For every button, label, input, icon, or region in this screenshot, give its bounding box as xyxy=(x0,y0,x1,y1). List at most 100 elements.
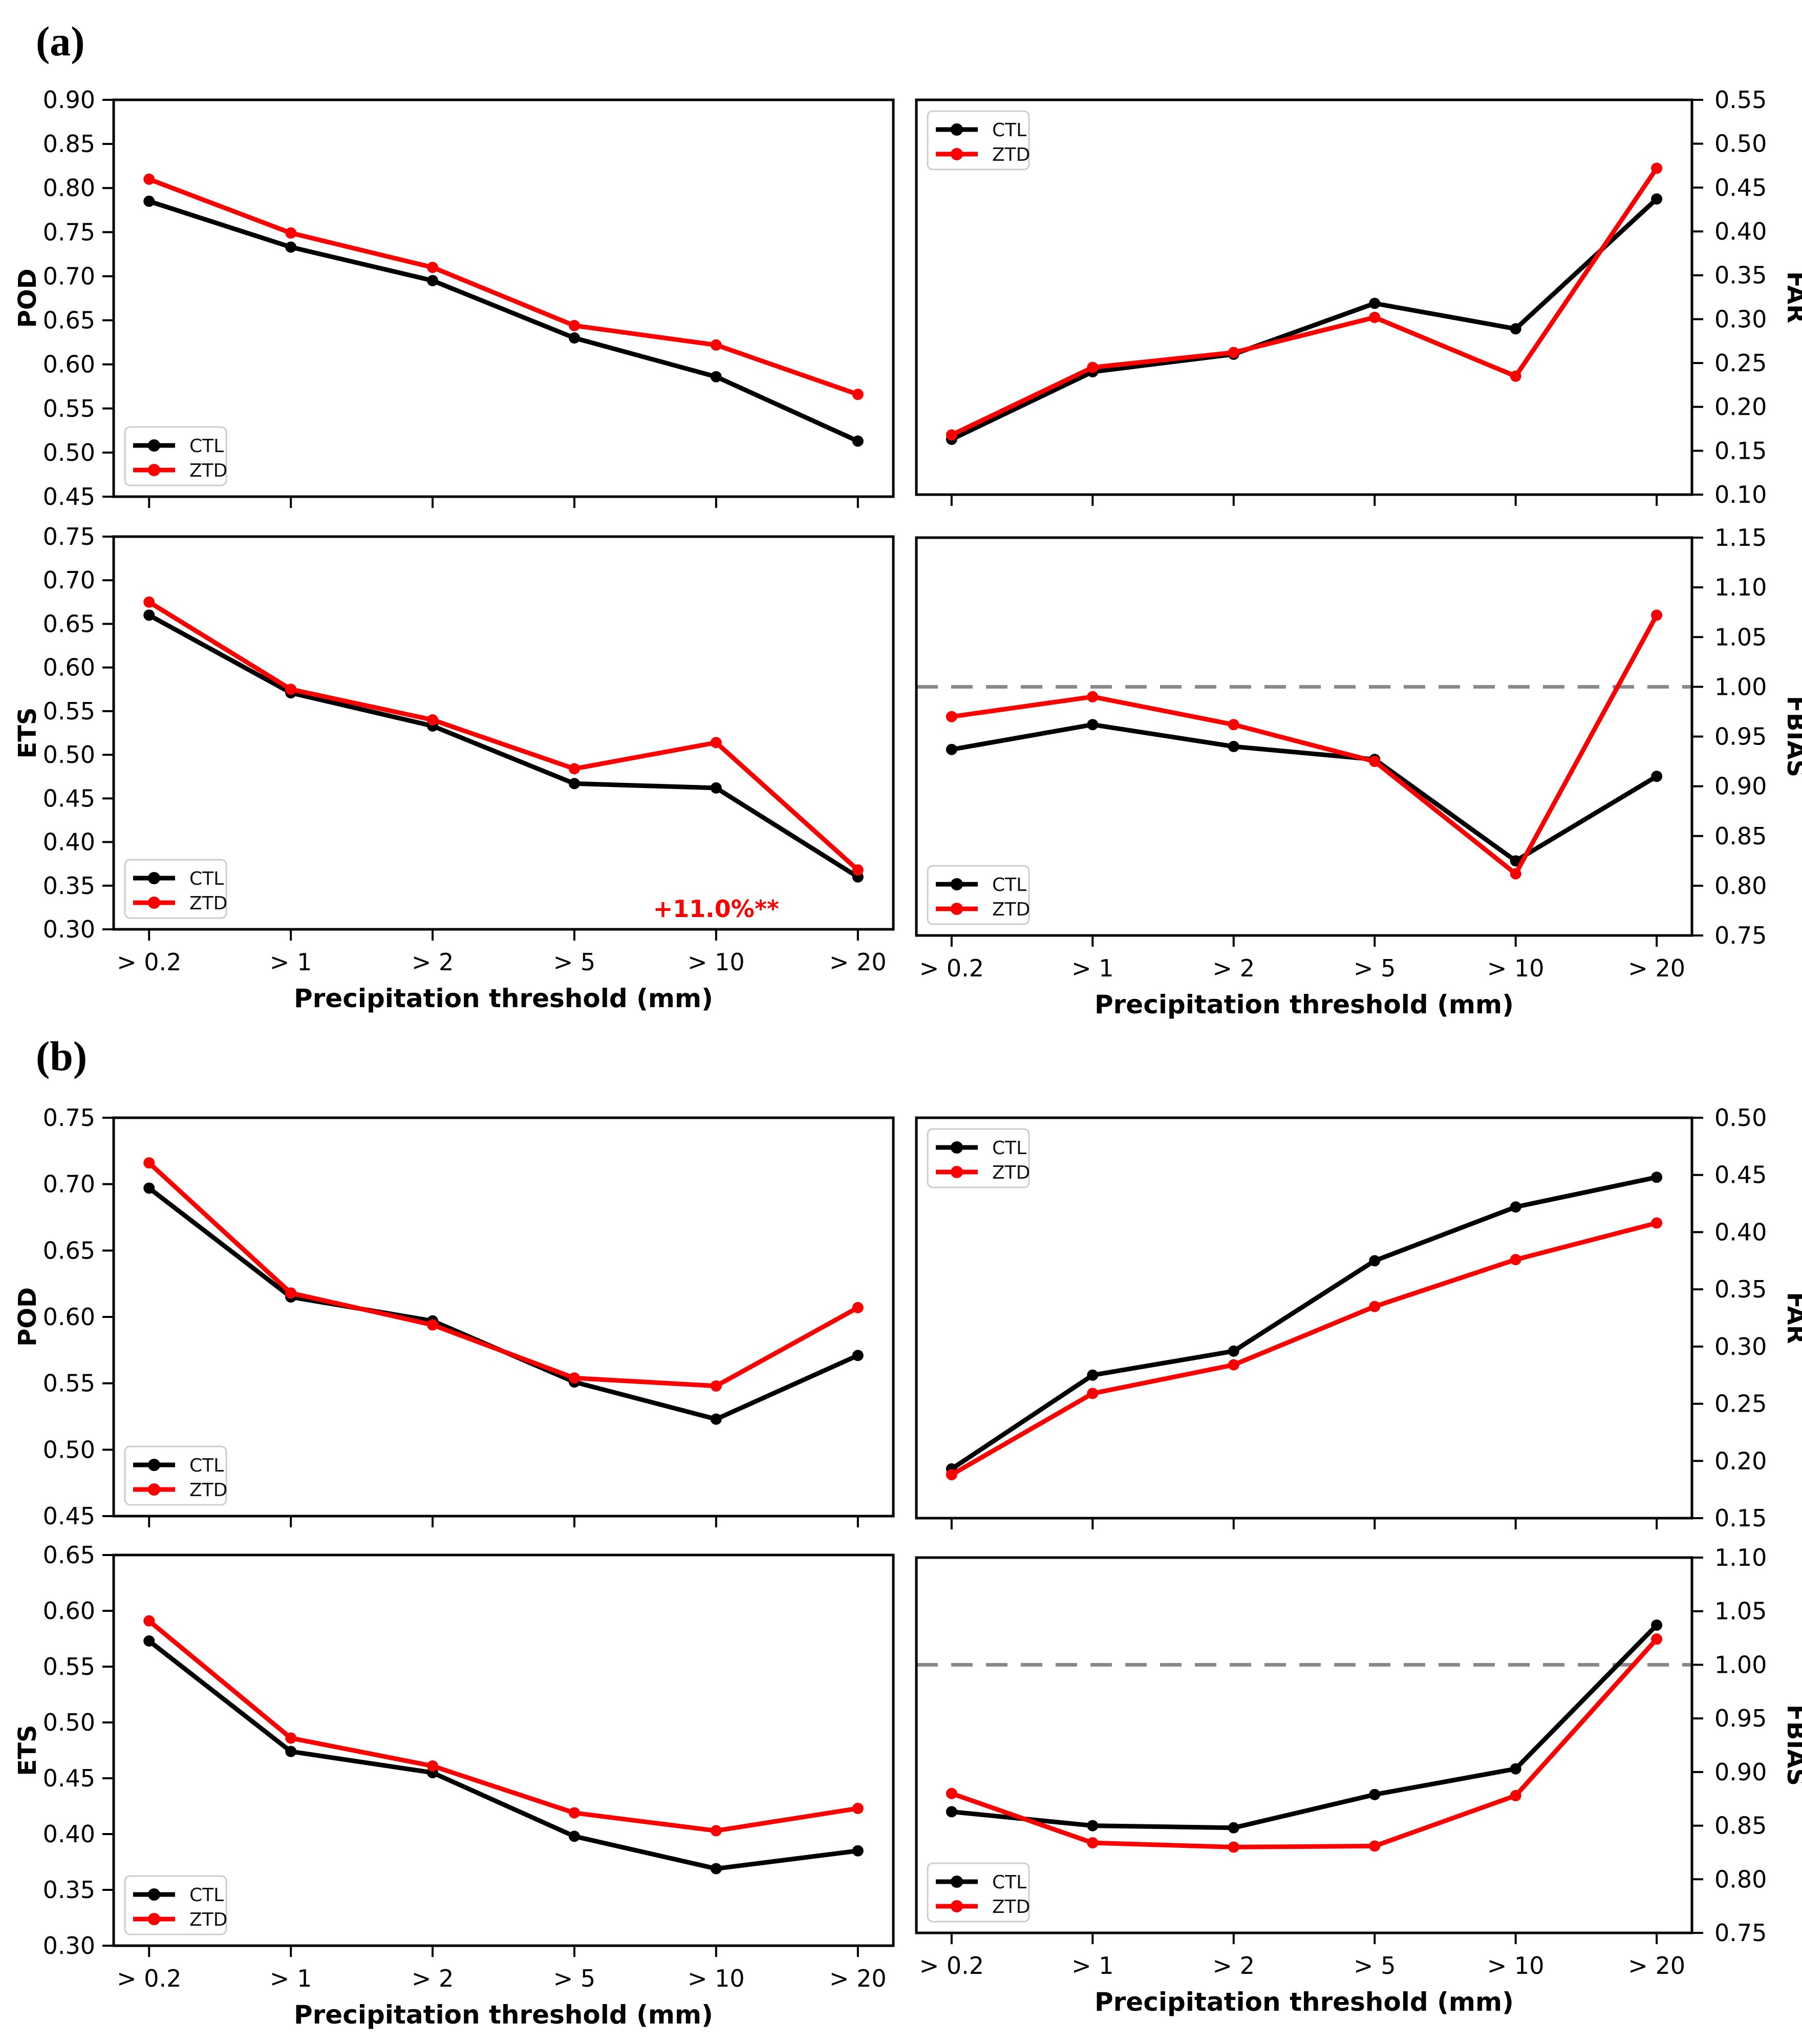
a_ets-ytick-label: 0.30 xyxy=(43,915,95,943)
a_far-ytick-label: 0.55 xyxy=(1714,86,1767,114)
b_fbias-legend-marker-ztd xyxy=(951,1900,963,1912)
b_fbias-legend: CTL ZTD xyxy=(927,1862,1030,1923)
b_pod-ctl-marker xyxy=(143,1182,155,1194)
a_pod-ctl-marker xyxy=(852,435,864,447)
a_far-legend-label-ztd: ZTD xyxy=(992,144,1030,165)
b_fbias-ctl-markers xyxy=(946,1619,1663,1834)
a_ets-ctl-marker xyxy=(710,782,722,794)
b_far-ctl-line xyxy=(949,1175,1659,1472)
b_pod-ytick-label: 0.50 xyxy=(43,1436,95,1463)
b_fbias-ctl-marker xyxy=(1087,1820,1099,1832)
b_ets-ytick-label: 0.45 xyxy=(43,1764,95,1792)
b_pod-ztd-markers xyxy=(143,1157,864,1392)
a_fbias-xtick-label: > 5 xyxy=(1354,954,1396,982)
b_far-ytick-label: 0.40 xyxy=(1714,1218,1767,1246)
a_pod-legend-marker-ztd xyxy=(148,464,160,476)
a_fbias-ytick-label: 0.90 xyxy=(1714,773,1767,800)
a_pod-ytick-label: 0.75 xyxy=(43,218,95,246)
b_far-ctl-marker xyxy=(1369,1255,1381,1267)
a_pod-legend-label-ztd: ZTD xyxy=(189,460,227,481)
a_fbias-ztd-marker xyxy=(1651,609,1663,621)
b_ets-legend-label-ztd: ZTD xyxy=(189,1909,227,1930)
b_far-ztd-marker xyxy=(1369,1301,1381,1312)
b_pod-ytick-label: 0.45 xyxy=(43,1502,95,1530)
a_far-ctl-marker xyxy=(1369,297,1381,309)
a_fbias-ztd-marker xyxy=(1510,868,1521,880)
b_far-ztd-marker xyxy=(946,1469,957,1481)
a_fbias-legend-marker-ztd xyxy=(951,903,963,915)
a_ets-ytick-label: 0.75 xyxy=(43,523,95,550)
b_fbias-ztd-marker xyxy=(1087,1837,1099,1849)
a_fbias-ztd-marker xyxy=(946,711,957,722)
b_far-ctl-marker xyxy=(1510,1201,1521,1213)
a_ets-ztd-marker xyxy=(568,763,580,775)
a_fbias-ctl-marker xyxy=(1651,771,1663,782)
b_ets-ytick-label: 0.50 xyxy=(43,1709,95,1736)
a_fbias-ctl-line xyxy=(949,722,1659,863)
b_fbias-legend-marker-ctl xyxy=(951,1876,963,1888)
b_fbias-ytick-label: 0.90 xyxy=(1714,1758,1767,1786)
a_ets-subplot: 0.30 0.35 0.40 0.45 0.50 0.55 0.60 0.65 0.70 0.75… xyxy=(13,523,895,1013)
b_ets-legend: CTL ZTD xyxy=(124,1875,227,1935)
a_fbias-x-axis-title: Precipitation threshold (mm) xyxy=(1095,990,1514,1019)
b_far-ytick-label: 0.45 xyxy=(1714,1161,1767,1189)
b_fbias-ctl-marker xyxy=(1510,1763,1521,1775)
a_far-ctl-marker xyxy=(1651,193,1663,205)
b_pod-ytick-label: 0.75 xyxy=(43,1104,95,1132)
a_ets-ztd-markers xyxy=(143,596,864,876)
a_far-ytick-label: 0.10 xyxy=(1714,481,1767,508)
b_fbias-ytick-label: 0.85 xyxy=(1714,1812,1767,1840)
b_fbias-ztd-marker xyxy=(1651,1633,1663,1645)
a_ets-legend-label-ctl: CTL xyxy=(189,868,224,889)
a_far-legend-label-ctl: CTL xyxy=(992,120,1026,141)
a_ets-ztd-marker xyxy=(143,596,155,608)
a_fbias-ztd-marker xyxy=(1087,691,1099,702)
b_far-legend-label-ztd: ZTD xyxy=(992,1162,1030,1183)
b_pod-ztd-marker xyxy=(285,1287,297,1299)
b_ets-ctl-marker xyxy=(285,1745,297,1757)
b_ets-xtick-label: > 20 xyxy=(829,1965,887,1992)
a_fbias-ytick-label: 0.95 xyxy=(1714,723,1767,751)
a_far-ztd-marker xyxy=(946,429,957,441)
a_fbias-ytick-label: 1.15 xyxy=(1714,524,1767,551)
a_far-ztd-markers xyxy=(946,162,1663,441)
b_ets-ctl-markers xyxy=(143,1635,864,1875)
b_pod-ztd-line xyxy=(146,1160,861,1389)
b_fbias-xtick-label: > 5 xyxy=(1354,1952,1396,1979)
b_far-ztd-marker xyxy=(1510,1254,1521,1266)
b_far-ztd-marker xyxy=(1087,1388,1099,1399)
b_pod-ytick-label: 0.55 xyxy=(43,1370,95,1397)
b_pod-legend-label-ctl: CTL xyxy=(189,1455,224,1476)
b_ets-ctl-line xyxy=(146,1638,861,1871)
b_fbias-ctl-marker xyxy=(1369,1788,1381,1800)
b_pod-ctl-line xyxy=(146,1185,861,1422)
b_fbias-ztd-markers xyxy=(946,1633,1663,1853)
a_far-ytick-label: 0.50 xyxy=(1714,130,1767,158)
a_far-ytick-label: 0.15 xyxy=(1714,437,1767,464)
a_fbias-subplot: 0.75 0.80 0.85 0.90 0.95 1.00 1.05 1.10 1.15 > 0.… xyxy=(915,524,1802,1019)
b_ets-ztd-marker xyxy=(852,1802,864,1814)
b_ets-ztd-line xyxy=(146,1619,861,1833)
a_pod-ytick-label: 0.55 xyxy=(43,395,95,422)
b_fbias-ytick-label: 1.00 xyxy=(1714,1651,1767,1678)
a_pod-ztd-marker xyxy=(852,389,864,400)
a_fbias-ctl-marker xyxy=(946,743,957,755)
a_pod-plot-border xyxy=(112,98,895,498)
b_far-ztd-line xyxy=(949,1221,1659,1477)
a_pod-ytick-label: 0.50 xyxy=(43,439,95,466)
b_pod-ztd-marker xyxy=(427,1319,439,1331)
b_far-ytick-label: 0.25 xyxy=(1714,1390,1767,1418)
a_far-ztd-marker xyxy=(1228,347,1239,358)
b_ets-xtick-label: > 10 xyxy=(688,1965,745,1992)
a_far-legend-marker-ztd xyxy=(951,148,963,160)
panel-a-label: (a) xyxy=(36,18,85,65)
a_ets-ytick-label: 0.55 xyxy=(43,697,95,725)
b_fbias-ctl-marker xyxy=(946,1806,957,1818)
b_far-ytick-label: 0.20 xyxy=(1714,1447,1767,1475)
b_far-legend: CTL ZTD xyxy=(927,1128,1030,1188)
b_far-ytick-label: 0.35 xyxy=(1714,1275,1767,1303)
b_ets-xtick-label: > 2 xyxy=(412,1965,454,1992)
a_pod-ctl-marker xyxy=(427,275,439,287)
